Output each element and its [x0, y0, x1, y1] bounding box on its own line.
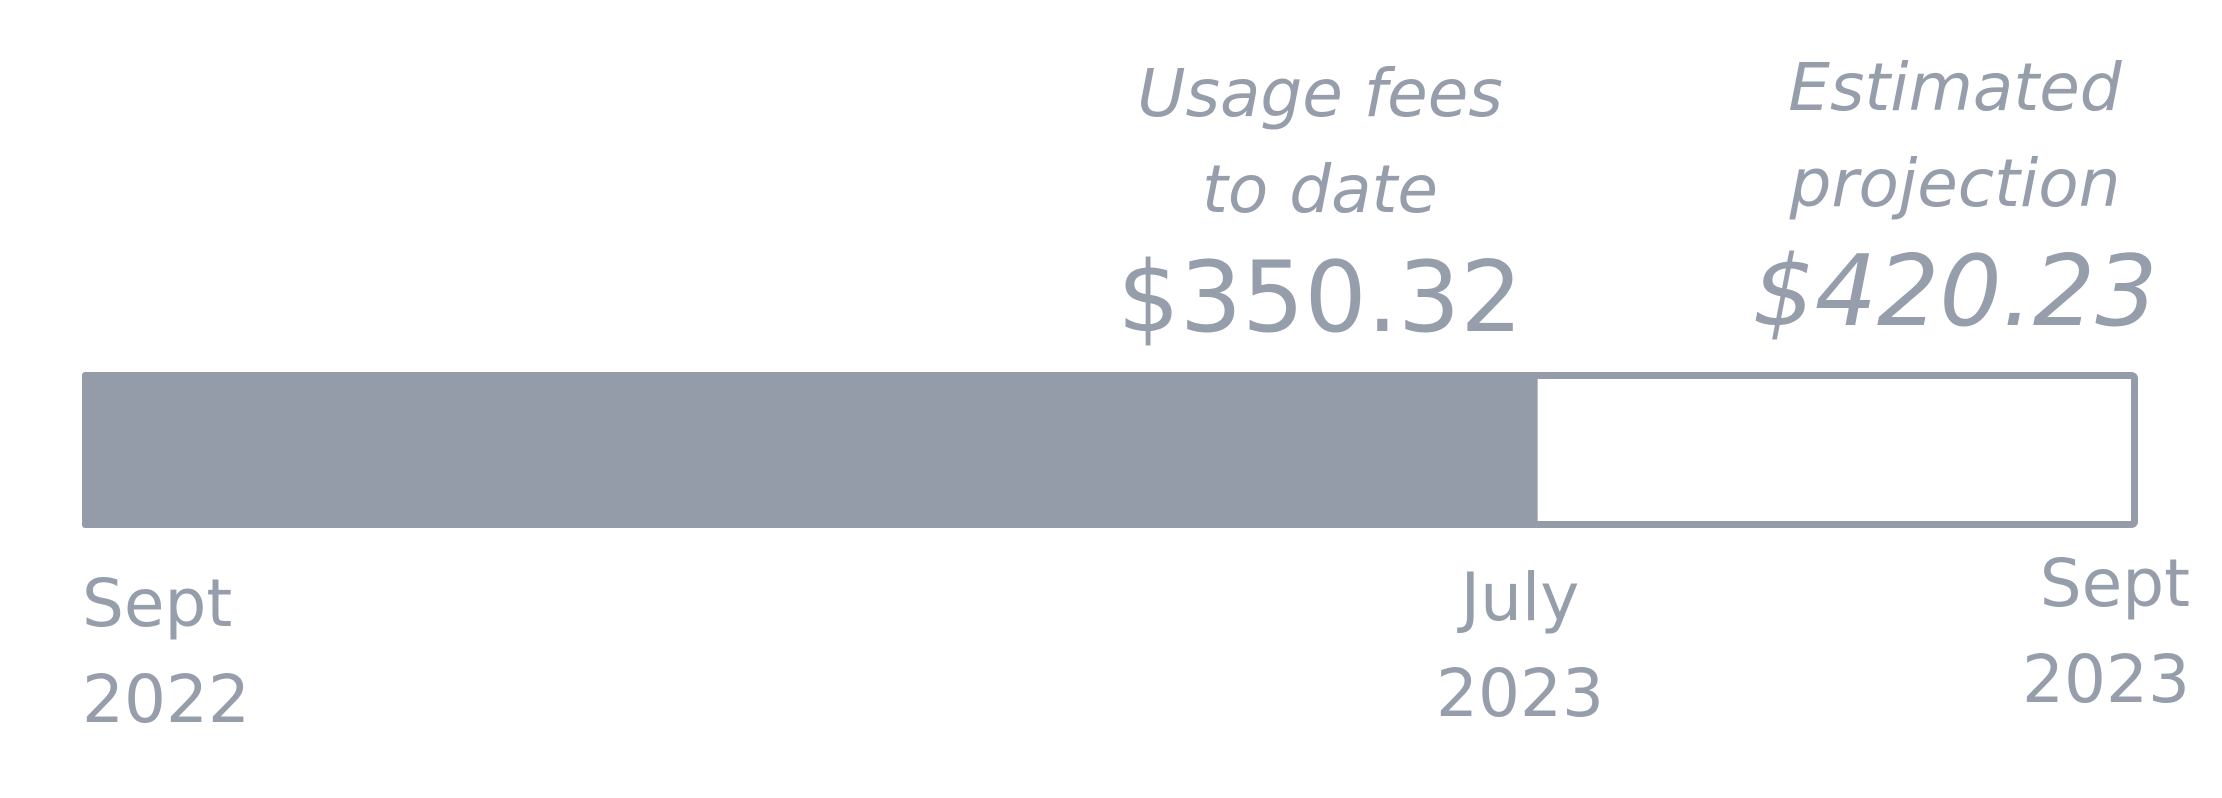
usage-fees-label-line1: Usage fees: [1137, 55, 1503, 132]
usage-fees-annotation: Usage fees to date $350.32: [1110, 46, 1530, 354]
tick-end-month: Sept: [2039, 545, 2190, 622]
projection-annotation: Estimated projection $420.23: [1745, 40, 2165, 348]
tick-label-end: Sept 2023: [1950, 536, 2190, 728]
tick-label-current: July 2023: [1410, 550, 1630, 742]
tick-start-year: 2022: [82, 661, 250, 738]
tick-start-month: Sept: [82, 565, 233, 642]
projection-label-line2: projection: [1789, 145, 2121, 222]
bar-usage-filled: [82, 372, 1538, 528]
usage-fees-amount: $350.32: [1117, 241, 1523, 355]
usage-fees-label-line2: to date: [1201, 151, 1439, 228]
tick-current-year: 2023: [1436, 655, 1604, 732]
tick-end-year: 2023: [2022, 641, 2190, 718]
projection-amount: $420.23: [1752, 235, 2158, 349]
projection-label-line1: Estimated: [1788, 49, 2122, 126]
tick-label-start: Sept 2022: [82, 556, 250, 748]
tick-current-month: July: [1460, 559, 1580, 636]
